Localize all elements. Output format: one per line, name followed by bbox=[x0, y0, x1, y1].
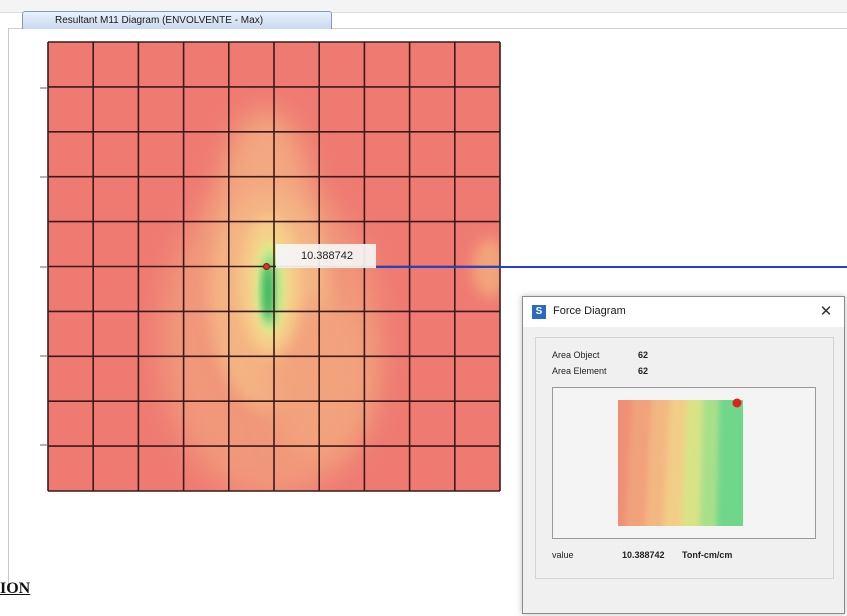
probe-leader-line bbox=[376, 266, 847, 268]
sap2000-app-icon: S bbox=[532, 305, 546, 319]
dialog-content-panel: Area Object 62 Area Element 62 bbox=[535, 337, 834, 579]
close-button[interactable]: ✕ bbox=[819, 303, 833, 320]
area-element-value: 62 bbox=[638, 366, 649, 376]
dialog-titlebar[interactable]: S Force Diagram ✕ bbox=[523, 297, 844, 327]
mesh-grid-lines bbox=[47, 41, 501, 492]
value-callout: 10.388742 bbox=[276, 244, 376, 268]
element-contour-preview bbox=[618, 398, 743, 526]
probe-point-marker bbox=[263, 263, 270, 270]
area-object-label: Area Object bbox=[552, 350, 600, 360]
tab-label: Resultant M11 Diagram (ENVOLVENTE - Max) bbox=[55, 15, 264, 26]
value-readout: 10.388742 bbox=[622, 550, 665, 560]
area-element-label: Area Element bbox=[552, 366, 607, 376]
top-toolbar-strip bbox=[0, 0, 847, 13]
dialog-title: Force Diagram bbox=[553, 305, 626, 317]
force-diagram-dialog: S Force Diagram ✕ Area Object 62 Area El… bbox=[522, 296, 845, 614]
preview-probe-dot bbox=[732, 398, 742, 408]
edge-ticks bbox=[40, 87, 48, 446]
value-unit: Tonf-cm/cm bbox=[682, 550, 733, 560]
callout-value: 10.388742 bbox=[301, 250, 353, 262]
value-label: value bbox=[552, 550, 574, 560]
element-preview bbox=[552, 387, 816, 539]
area-object-value: 62 bbox=[638, 350, 649, 360]
document-heading-fragment: ION bbox=[0, 580, 31, 597]
tab-resultant-m11-diagram[interactable]: Resultant M11 Diagram (ENVOLVENTE - Max) bbox=[22, 11, 332, 29]
